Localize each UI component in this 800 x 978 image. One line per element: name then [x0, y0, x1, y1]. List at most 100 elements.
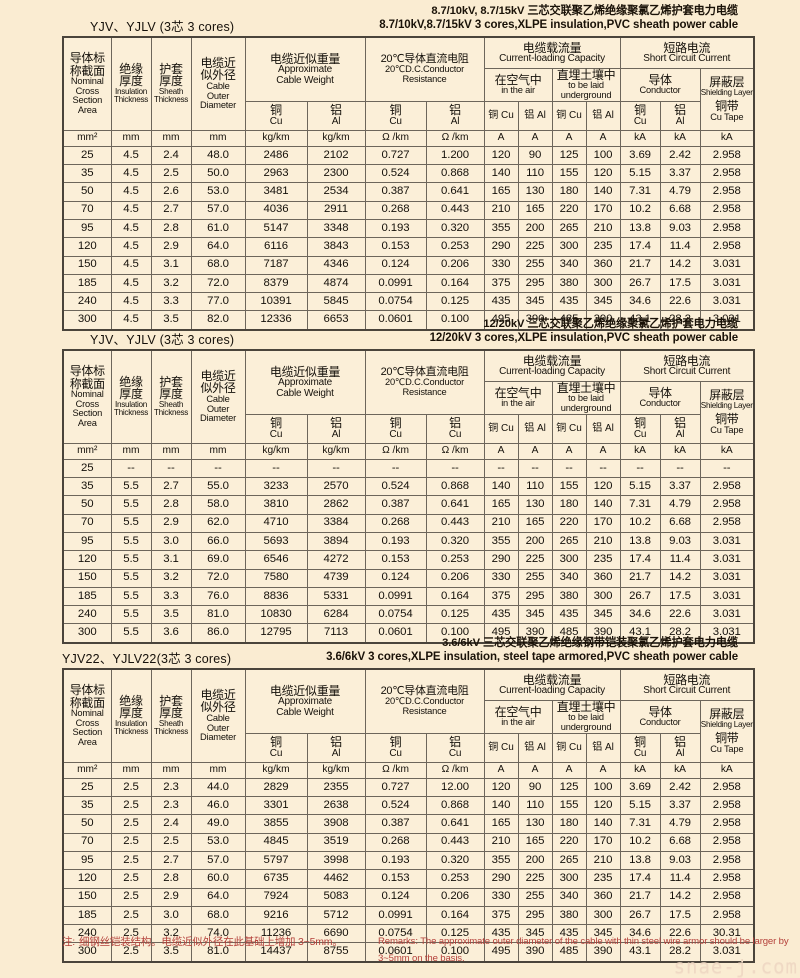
th-underground-en-l2: underground: [560, 722, 612, 733]
table-cell-c0: 240: [62, 924, 112, 944]
th-resistance-al-en: Cu: [448, 428, 462, 440]
table-cell-c6: 0.268: [364, 832, 427, 852]
table-cell-c13: 22.6: [659, 605, 701, 625]
table-cell-c7: 0.443: [425, 200, 485, 220]
table-cell-c11: 210: [585, 531, 621, 552]
spec-table-3: 导体标 称截面 Nominal Cross Section Area 绝缘 厚度…: [62, 668, 756, 963]
table-cell-c13: 17.5: [659, 905, 701, 926]
table-cell-c0: 120: [62, 550, 112, 570]
unit-weight-al: kg/km: [306, 129, 366, 147]
th-weight-cu-en: Cu: [269, 428, 283, 440]
th-diameter-en-l1: Cable: [206, 712, 230, 723]
table-cell-c10: 340: [551, 568, 587, 588]
th-weight-cu: 铜 Cu: [244, 732, 308, 763]
table-cell-c14: 3.031: [699, 531, 755, 552]
table-cell-c9: 165: [517, 200, 553, 220]
block-2-series-name: YJV、YJLV (3芯 3 cores): [90, 333, 235, 347]
table-cell-c5: 4346: [306, 255, 366, 275]
table-cell-c14: 2.958: [699, 200, 755, 220]
th-insulation-thickness: 绝缘 厚度 Insulation Thickness: [110, 349, 152, 444]
th-underground-en-l2: underground: [560, 403, 612, 414]
table-cell-c13: 11.4: [659, 550, 701, 570]
th-insulation-cn-l1: 绝缘: [119, 693, 143, 708]
table-cell-c3: 50.0: [190, 164, 246, 184]
table-cell-c10: 220: [551, 832, 587, 852]
table-cell-c10: 300: [551, 869, 587, 889]
table-cell-c7: 0.125: [425, 292, 485, 312]
table-cell-c13: 28.2: [659, 623, 701, 644]
table-cell-c0: 50: [62, 495, 112, 515]
unit-weight-cu: kg/km: [244, 129, 308, 147]
note-cn-text: 细钢丝铠装结构。电缆近似外径在此基础上增加 3~5mm。: [79, 936, 343, 948]
table-row: 240 5.5 3.5 81.0 10830 6284 0.0754 0.125 435 345 4…: [62, 605, 755, 625]
th-nominal-en-l1: Nominal: [70, 389, 104, 400]
table-cell-c3: 64.0: [190, 887, 246, 907]
th-underground-cn: 直埋土壤中: [556, 381, 616, 395]
table-cell-c9: 90: [517, 145, 553, 166]
table-cell-c13: 14.2: [659, 887, 701, 907]
th-insulation-en-l2: Thickness: [113, 95, 149, 105]
th-underground-en-l2: underground: [560, 90, 612, 101]
table-cell-c7: 0.253: [425, 237, 485, 257]
th-underground-cn: 直埋土壤中: [556, 700, 616, 714]
note-cn-label: 注:: [62, 936, 76, 948]
table-cell-c1: 4.5: [110, 200, 152, 220]
table-cell-c6: 0.153: [364, 237, 427, 257]
th-group-dc-resistance: 20℃导体直流电阻 20℃D.C.Conductor Resistance: [364, 349, 485, 415]
table-cell-c9: 225: [517, 869, 553, 889]
th-nominal-en-l2: Cross: [75, 85, 99, 96]
table-cell-c4: 4845: [244, 832, 308, 852]
table-cell-c2: 3.2: [150, 273, 192, 294]
table-cell-c13: 14.2: [659, 568, 701, 588]
table-cell-c12: 10.2: [619, 832, 661, 852]
unit-ug-al: A: [585, 442, 621, 460]
table-cell-c10: 485: [551, 310, 587, 331]
th-resistance-al-cn: 铝: [449, 416, 461, 431]
table-cell-c9: 130: [517, 495, 553, 515]
table-cell-c3: 77.0: [190, 292, 246, 312]
table-cell-c1: 2.5: [110, 814, 152, 834]
table-cell-c2: 3.5: [150, 605, 192, 625]
table-cell-c1: 5.5: [110, 477, 152, 497]
table-cell-c8: 120: [483, 145, 519, 166]
table-cell-c9: 295: [517, 273, 553, 294]
th-shielding-en: Shielding Layer: [700, 400, 753, 410]
th-resistance-cn: 20℃导体直流电阻: [380, 685, 469, 698]
th-weight-en-l1: Approximate: [278, 377, 332, 389]
th-diameter-cn-l1: 电缆近: [200, 368, 236, 383]
table-cell-c3: 53.0: [190, 832, 246, 852]
table-cell-c2: 3.5: [150, 942, 192, 963]
th-sheath-en-l1: Sheath: [158, 718, 184, 728]
th-resistance-al-en: Al: [450, 115, 460, 127]
unit-sc-tape: kA: [699, 129, 755, 147]
table-cell-c5: 4462: [306, 869, 366, 889]
table-cell-c9: 255: [517, 255, 553, 275]
table-cell-c9: 295: [517, 586, 553, 607]
table-cell-c1: 5.5: [110, 568, 152, 588]
table-row: 300 4.5 3.5 82.0 12336 6653 0.0601 0.100 495 390 4…: [62, 310, 755, 331]
th-resistance-cu: 铜 Cu: [364, 100, 427, 131]
th-shielding-layer: 屏蔽层 Shielding Layer 铜带 Cu Tape: [699, 68, 755, 131]
table-row: 25 -- -- -- -- -- -- -- -- -- -- -- -- -- --: [62, 458, 755, 479]
table-cell-c3: 76.0: [190, 586, 246, 607]
block-3-title-en: 3.6/6kV 3 cores,XLPE insulation, steel t…: [326, 651, 738, 663]
table-cell-c2: 2.8: [150, 869, 192, 889]
table-cell-c11: 170: [585, 832, 621, 852]
table-cell-c7: 0.164: [425, 586, 485, 607]
table-cell-c13: 4.79: [659, 182, 701, 202]
table-cell-c0: 35: [62, 477, 112, 497]
table-cell-c13: 3.37: [659, 477, 701, 497]
table-cell-c6: 0.0601: [364, 942, 427, 963]
th-weight-cu-en: Cu: [269, 115, 283, 127]
table-cell-c2: 2.6: [150, 182, 192, 202]
table-cell-c8: 210: [483, 513, 519, 533]
table-cell-c4: 6116: [244, 237, 308, 257]
table-cell-c5: 4874: [306, 273, 366, 294]
table-row: 150 5.5 3.2 72.0 7580 4739 0.124 0.206 330 255 340…: [62, 568, 755, 588]
table-cell-c6: 0.153: [364, 869, 427, 889]
th-underground-en-l1: to be laid: [568, 80, 604, 91]
th-insulation-thickness: 绝缘 厚度 Insulation Thickness: [110, 668, 152, 763]
table-cell-c9: 130: [517, 182, 553, 202]
table-cell-c8: 375: [483, 905, 519, 926]
table-cell-c1: 2.5: [110, 796, 152, 816]
